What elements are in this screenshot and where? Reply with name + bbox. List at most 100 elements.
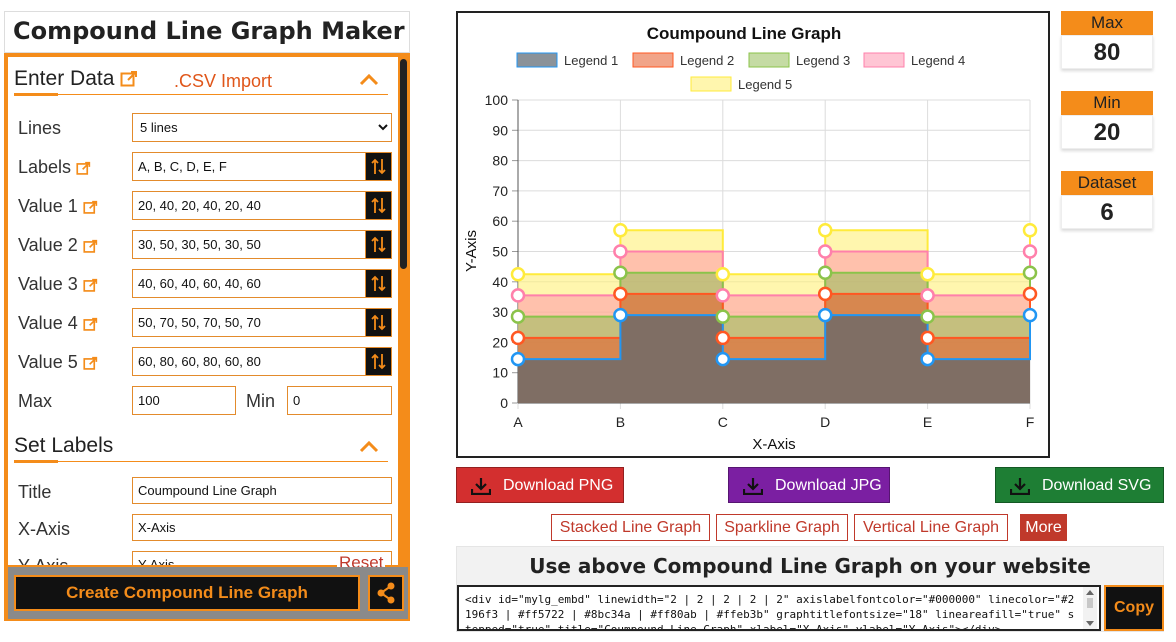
swap-icon (371, 158, 386, 175)
swap-button[interactable] (365, 191, 392, 220)
code-scrollbar[interactable] (1083, 587, 1097, 629)
data-point (510, 309, 526, 324)
more-button[interactable]: More (1020, 514, 1067, 541)
data-point (715, 330, 731, 346)
value-label-text: Value 2 (18, 235, 78, 255)
value-3-input[interactable]: 40, 60, 40, 60, 40, 60 (132, 269, 366, 298)
max-label: Max (18, 391, 53, 411)
value-1-label: Value 1 (18, 196, 98, 217)
chevron-up-icon[interactable] (358, 436, 380, 458)
external-link-icon[interactable] (83, 278, 98, 293)
download-jpg-label: Download JPG (775, 477, 882, 494)
download-jpg-button[interactable]: Download JPG (728, 467, 890, 503)
lines-select[interactable]: 1 line2 lines3 lines4 lines5 lines (132, 113, 392, 142)
min-input[interactable]: 0 (287, 386, 392, 415)
y-tick-label: 20 (492, 334, 508, 350)
data-point (510, 330, 526, 346)
legend-label: Legend 5 (738, 77, 792, 92)
chevron-up-icon[interactable] (358, 69, 380, 91)
chart-title: Coumpound Line Graph (647, 24, 842, 43)
data-point (715, 288, 731, 303)
data-point (715, 351, 731, 367)
min-label: Min (246, 391, 276, 411)
compound-line-graph: Coumpound Line Graph Legend 1 Legend 2 Lege… (463, 24, 1038, 453)
app-title: Compound Line Graph Maker (13, 17, 405, 45)
enter-data-section-header[interactable]: Enter Data .CSV Import (14, 67, 388, 96)
swap-button[interactable] (365, 152, 392, 181)
embed-code-textarea[interactable]: <div id="mylg_embd" linewidth="2 | 2 | 2… (457, 585, 1101, 631)
legend-label: Legend 2 (680, 53, 734, 68)
scrollbar[interactable] (399, 59, 408, 565)
x-tick-label: C (718, 414, 728, 430)
download-svg-label: Download SVG (1042, 477, 1152, 494)
data-point (920, 288, 935, 303)
download-png-label: Download PNG (503, 477, 614, 494)
enter-data-heading: Enter Data (14, 67, 138, 91)
swap-icon (371, 275, 386, 292)
create-graph-button[interactable]: Create Compound Line Graph (14, 575, 360, 611)
external-link-icon[interactable] (120, 70, 138, 88)
stat-min-value: 20 (1061, 115, 1153, 149)
external-link-icon[interactable] (76, 161, 91, 176)
related-link-vertical[interactable]: Vertical Line Graph (854, 514, 1008, 541)
external-link-icon[interactable] (83, 200, 98, 215)
swap-button[interactable] (365, 230, 392, 259)
value-2-input[interactable]: 30, 50, 30, 50, 30, 50 (132, 230, 366, 259)
stat-max-value: 80 (1061, 35, 1153, 69)
value-5-input[interactable]: 60, 80, 60, 80, 60, 80 (132, 347, 366, 376)
labels-input[interactable]: A, B, C, D, E, F (132, 152, 366, 181)
section-underline (14, 93, 58, 96)
max-min-row: Max 100 Min 0 (14, 386, 394, 416)
external-link-icon[interactable] (83, 356, 98, 371)
editor-header: Compound Line Graph Maker (4, 11, 410, 53)
y-tick-label: 0 (500, 395, 508, 411)
set-labels-heading: Set Labels (14, 434, 114, 457)
legend-swatch (516, 52, 558, 68)
yaxis-input[interactable]: Y-Axis (132, 551, 392, 565)
labels-label: Labels (18, 157, 91, 178)
swap-button[interactable] (365, 347, 392, 376)
value-5-label: Value 5 (18, 352, 98, 373)
related-link-sparkline[interactable]: Sparkline Graph (716, 514, 848, 541)
y-tick-label: 80 (492, 153, 508, 169)
data-point (920, 330, 935, 346)
csv-import-link[interactable]: .CSV Import (174, 71, 273, 91)
swap-button[interactable] (365, 308, 392, 337)
external-link-icon[interactable] (83, 317, 98, 332)
swap-button[interactable] (365, 269, 392, 298)
editor-footer: Create Compound Line Graph (8, 567, 408, 619)
scrollbar-thumb[interactable] (400, 59, 407, 269)
title-row: Title Coumpound Line Graph (14, 477, 394, 507)
download-svg-button[interactable]: Download SVG (995, 467, 1164, 503)
title-input[interactable]: Coumpound Line Graph (132, 477, 392, 504)
legend-label: Legend 1 (564, 53, 618, 68)
related-link-stacked[interactable]: Stacked Line Graph (551, 514, 710, 541)
download-png-button[interactable]: Download PNG (456, 467, 624, 503)
value-label-text: Value 5 (18, 352, 78, 372)
download-icon (1010, 478, 1030, 495)
copy-button[interactable]: Copy (1104, 585, 1164, 631)
data-point (817, 223, 833, 238)
data-point (1022, 244, 1038, 259)
max-input[interactable]: 100 (132, 386, 236, 415)
share-button[interactable] (368, 575, 404, 611)
value-1-input[interactable]: 20, 40, 20, 40, 20, 40 (132, 191, 366, 220)
y-tick-label: 100 (485, 92, 509, 108)
data-point (510, 288, 526, 303)
data-point (510, 351, 526, 367)
data-point (817, 286, 833, 302)
xaxis-row: X-Axis X-Axis (14, 514, 394, 544)
legend-label: Legend 3 (796, 53, 850, 68)
value-4-label: Value 4 (18, 313, 98, 334)
stat-min: Min 20 (1061, 91, 1153, 149)
y-tick-label: 40 (492, 274, 508, 290)
set-labels-section-header[interactable]: Set Labels (14, 434, 388, 463)
y-tick-label: 10 (492, 365, 508, 381)
value-4-input[interactable]: 50, 70, 50, 70, 50, 70 (132, 308, 366, 337)
swap-icon (371, 197, 386, 214)
x-tick-label: D (820, 414, 830, 430)
xaxis-input[interactable]: X-Axis (132, 514, 392, 541)
external-link-icon[interactable] (83, 239, 98, 254)
value-label-text: Value 4 (18, 313, 78, 333)
y-axis-title: Y-Axis (463, 230, 480, 272)
